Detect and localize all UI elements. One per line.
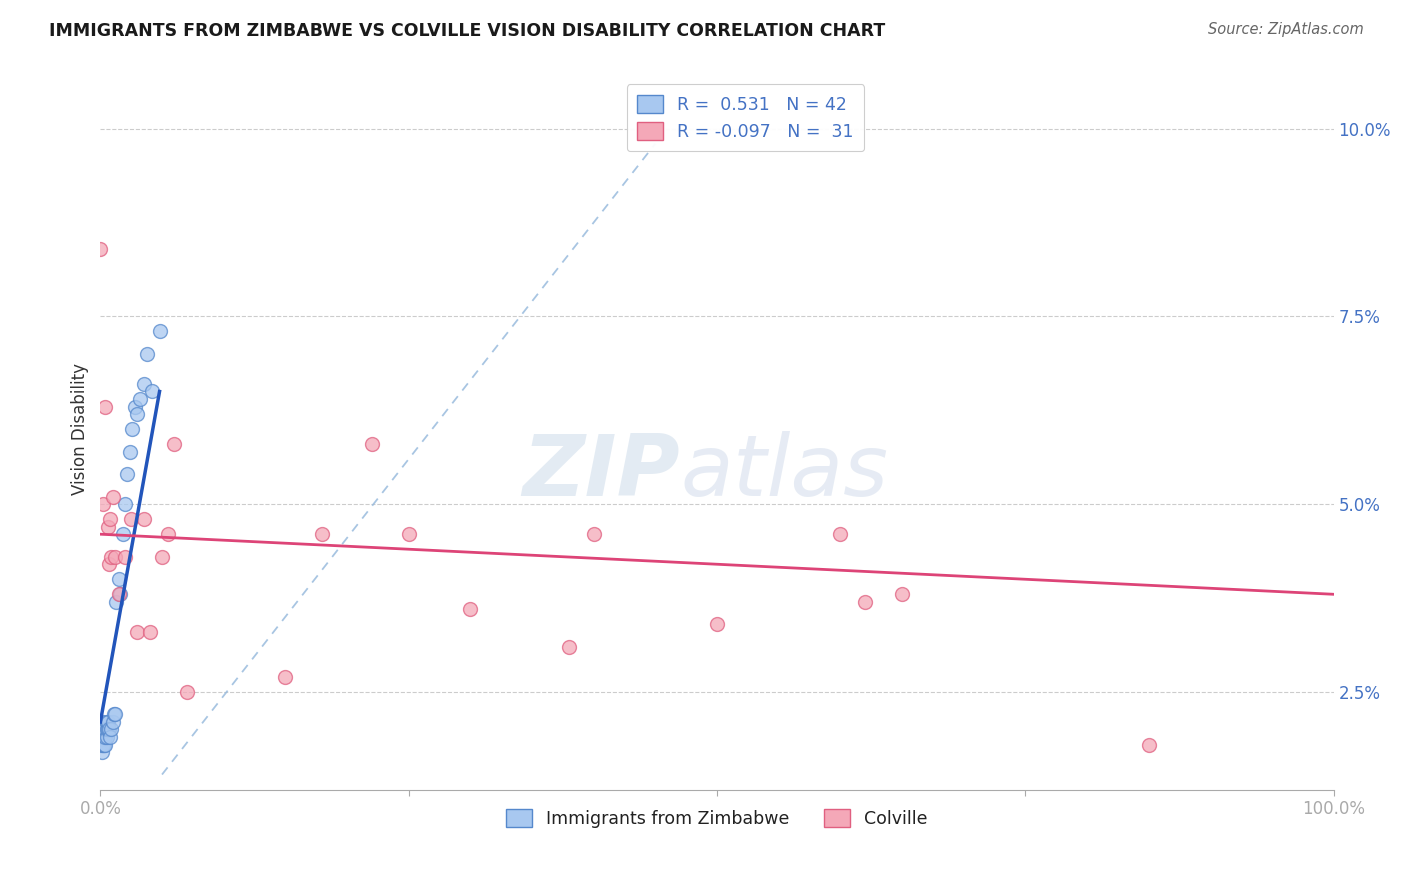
Point [100, 723, 122, 737]
Point [104, 707, 127, 722]
Point [150, 549, 173, 564]
Point [120, 512, 142, 526]
Point [360, 437, 382, 451]
Point [853, 595, 876, 609]
Point [98, 723, 121, 737]
Point [176, 685, 198, 699]
Point [98, 558, 121, 572]
Point [127, 407, 149, 421]
Point [101, 490, 124, 504]
Point [93, 738, 115, 752]
Point [94, 730, 117, 744]
Point [138, 624, 160, 639]
Point [96, 730, 118, 744]
Point [101, 714, 124, 729]
Point [132, 512, 155, 526]
Point [98, 730, 121, 744]
Point [108, 572, 131, 586]
Point [274, 670, 297, 684]
Point [128, 392, 150, 406]
Point [89, 723, 111, 737]
Point [157, 527, 180, 541]
Point [90, 745, 112, 759]
Point [163, 437, 186, 451]
Point [891, 587, 914, 601]
Point [90, 738, 112, 752]
Point [148, 325, 170, 339]
Point [398, 527, 420, 541]
Point [124, 400, 146, 414]
Legend: Immigrants from Zimbabwe, Colville: Immigrants from Zimbabwe, Colville [499, 802, 935, 835]
Point [90, 730, 112, 744]
Point [91, 497, 114, 511]
Point [105, 595, 128, 609]
Point [141, 384, 163, 399]
Point [104, 549, 127, 564]
Point [94, 400, 117, 414]
Point [97, 723, 120, 737]
Text: ZIP: ZIP [523, 431, 681, 514]
Point [93, 723, 115, 737]
Point [89, 242, 111, 256]
Point [460, 602, 482, 616]
Point [118, 444, 141, 458]
Point [94, 723, 117, 737]
Point [830, 527, 852, 541]
Point [582, 527, 605, 541]
Point [136, 347, 159, 361]
Point [114, 497, 136, 511]
Point [91, 730, 114, 744]
Point [108, 587, 131, 601]
Text: atlas: atlas [681, 431, 889, 514]
Point [103, 707, 125, 722]
Text: Source: ZipAtlas.com: Source: ZipAtlas.com [1208, 22, 1364, 37]
Point [91, 738, 114, 752]
Text: IMMIGRANTS FROM ZIMBABWE VS COLVILLE VISION DISABILITY CORRELATION CHART: IMMIGRANTS FROM ZIMBABWE VS COLVILLE VIS… [49, 22, 886, 40]
Point [96, 714, 118, 729]
Point [100, 549, 122, 564]
Point [97, 519, 120, 533]
Point [132, 376, 155, 391]
Point [97, 714, 120, 729]
Point [108, 587, 131, 601]
Point [98, 512, 121, 526]
Point [311, 527, 333, 541]
Point [90, 723, 112, 737]
Point [117, 467, 139, 482]
Point [706, 617, 728, 632]
Point [1137, 738, 1160, 752]
Y-axis label: Vision Disability: Vision Disability [72, 363, 89, 495]
Point [89, 730, 111, 744]
Point [94, 738, 117, 752]
Point [111, 527, 134, 541]
Point [558, 640, 581, 654]
Point [91, 714, 114, 729]
Point [96, 723, 118, 737]
Point [93, 730, 115, 744]
Point [127, 624, 149, 639]
Point [121, 422, 143, 436]
Point [114, 549, 136, 564]
Point [89, 738, 111, 752]
